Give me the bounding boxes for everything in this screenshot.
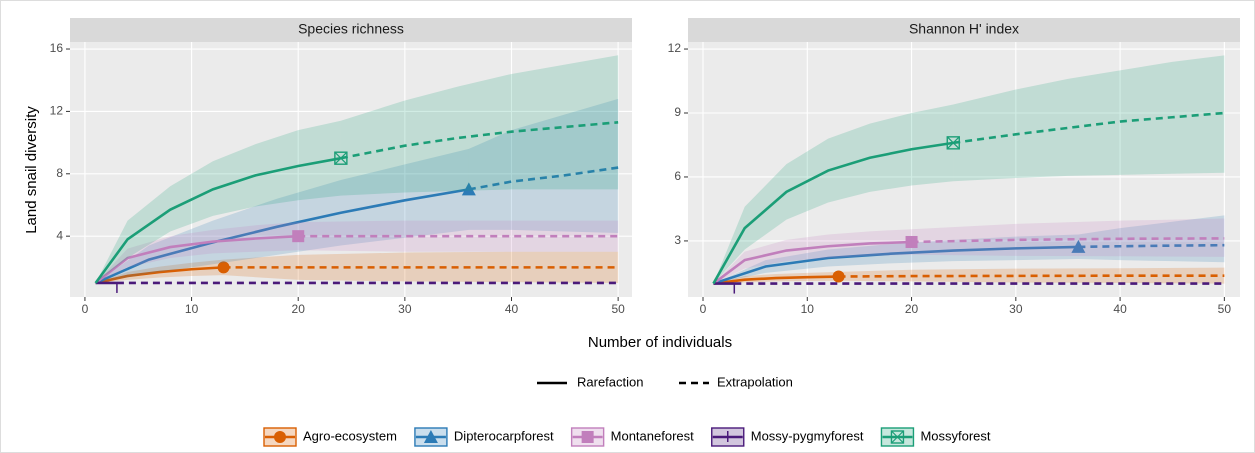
y-tick-label: 8 bbox=[56, 166, 63, 180]
rarefaction-line bbox=[94, 156, 342, 284]
marker bbox=[1071, 239, 1086, 253]
marker bbox=[334, 151, 348, 165]
marker bbox=[292, 230, 305, 243]
marker-cross bbox=[891, 430, 904, 444]
marker bbox=[946, 136, 960, 150]
marker bbox=[217, 261, 230, 274]
y-tick-label: 12 bbox=[50, 104, 64, 118]
extrapolation-line bbox=[468, 166, 619, 191]
y-tick-label: 16 bbox=[50, 41, 64, 55]
y-axis-title: Land snail diversity bbox=[23, 106, 40, 234]
rarefaction-line bbox=[712, 240, 912, 285]
confidence-band bbox=[95, 222, 299, 283]
legend-label: Mossyforest bbox=[920, 428, 990, 443]
rarefaction-line bbox=[94, 234, 299, 284]
extrapolation-line bbox=[340, 121, 619, 160]
confidence-band bbox=[468, 98, 619, 234]
rarefaction-line bbox=[713, 245, 1079, 285]
extrapolation-line bbox=[953, 111, 1225, 145]
marker bbox=[274, 431, 286, 443]
legend-label: Extrapolation bbox=[717, 374, 793, 389]
marker bbox=[905, 235, 918, 248]
confidence-band bbox=[340, 55, 619, 196]
panel-background bbox=[688, 42, 1240, 297]
marker bbox=[832, 270, 845, 283]
legend: Agro-ecosystem Dipterocarpforest Montanefo… bbox=[263, 427, 991, 447]
x-tick-label: 40 bbox=[505, 302, 519, 316]
y-tick-label: 3 bbox=[674, 233, 681, 247]
panel-title: Species richness bbox=[298, 21, 404, 37]
y-tick-label: 9 bbox=[674, 105, 681, 119]
marker-cross bbox=[334, 151, 348, 165]
rarefaction-line bbox=[712, 141, 954, 285]
confidence-band bbox=[953, 55, 1225, 182]
legend-label: Montaneforest bbox=[611, 428, 694, 443]
legend-label: Agro-ecosystem bbox=[303, 428, 397, 443]
y-tick-label: 12 bbox=[668, 41, 682, 55]
x-axis-title: Number of individuals bbox=[588, 334, 732, 351]
x-tick-label: 10 bbox=[185, 302, 199, 316]
x-tick-label: 0 bbox=[82, 302, 89, 316]
extrapolation-line bbox=[838, 274, 1225, 278]
panel-title: Shannon H' index bbox=[909, 21, 1019, 37]
x-tick-label: 10 bbox=[801, 302, 815, 316]
x-tick-label: 50 bbox=[1218, 302, 1232, 316]
x-tick-label: 20 bbox=[905, 302, 919, 316]
x-tick-label: 40 bbox=[1113, 302, 1127, 316]
x-tick-label: 30 bbox=[398, 302, 412, 316]
legend-label: Mossy-pygmyforest bbox=[751, 428, 864, 443]
confidence-band bbox=[713, 234, 1079, 284]
y-tick-label: 4 bbox=[56, 228, 63, 242]
confidence-band bbox=[713, 104, 954, 284]
legend-label: Rarefaction bbox=[577, 374, 643, 389]
rarefaction-line bbox=[713, 275, 839, 285]
y-tick-label: 6 bbox=[674, 169, 681, 183]
x-tick-label: 50 bbox=[611, 302, 625, 316]
marker bbox=[423, 430, 438, 443]
x-tick-label: 0 bbox=[700, 302, 707, 316]
confidence-band bbox=[95, 120, 341, 283]
rarefaction-line bbox=[95, 188, 470, 285]
strip bbox=[70, 18, 632, 42]
confidence-band bbox=[911, 218, 1225, 257]
marker bbox=[581, 431, 594, 443]
confidence-band bbox=[1078, 215, 1225, 263]
x-tick-label: 30 bbox=[1009, 302, 1023, 316]
extrapolation-line bbox=[911, 237, 1225, 244]
legend-label: Dipterocarpforest bbox=[454, 428, 554, 443]
marker bbox=[890, 430, 905, 444]
x-tick-label: 20 bbox=[292, 302, 306, 316]
strip bbox=[688, 18, 1240, 42]
marker-cross bbox=[946, 136, 960, 150]
marker bbox=[461, 182, 476, 196]
rarefaction-line bbox=[95, 266, 224, 285]
linetype-legend: Rarefaction Extrapolation bbox=[537, 374, 793, 389]
